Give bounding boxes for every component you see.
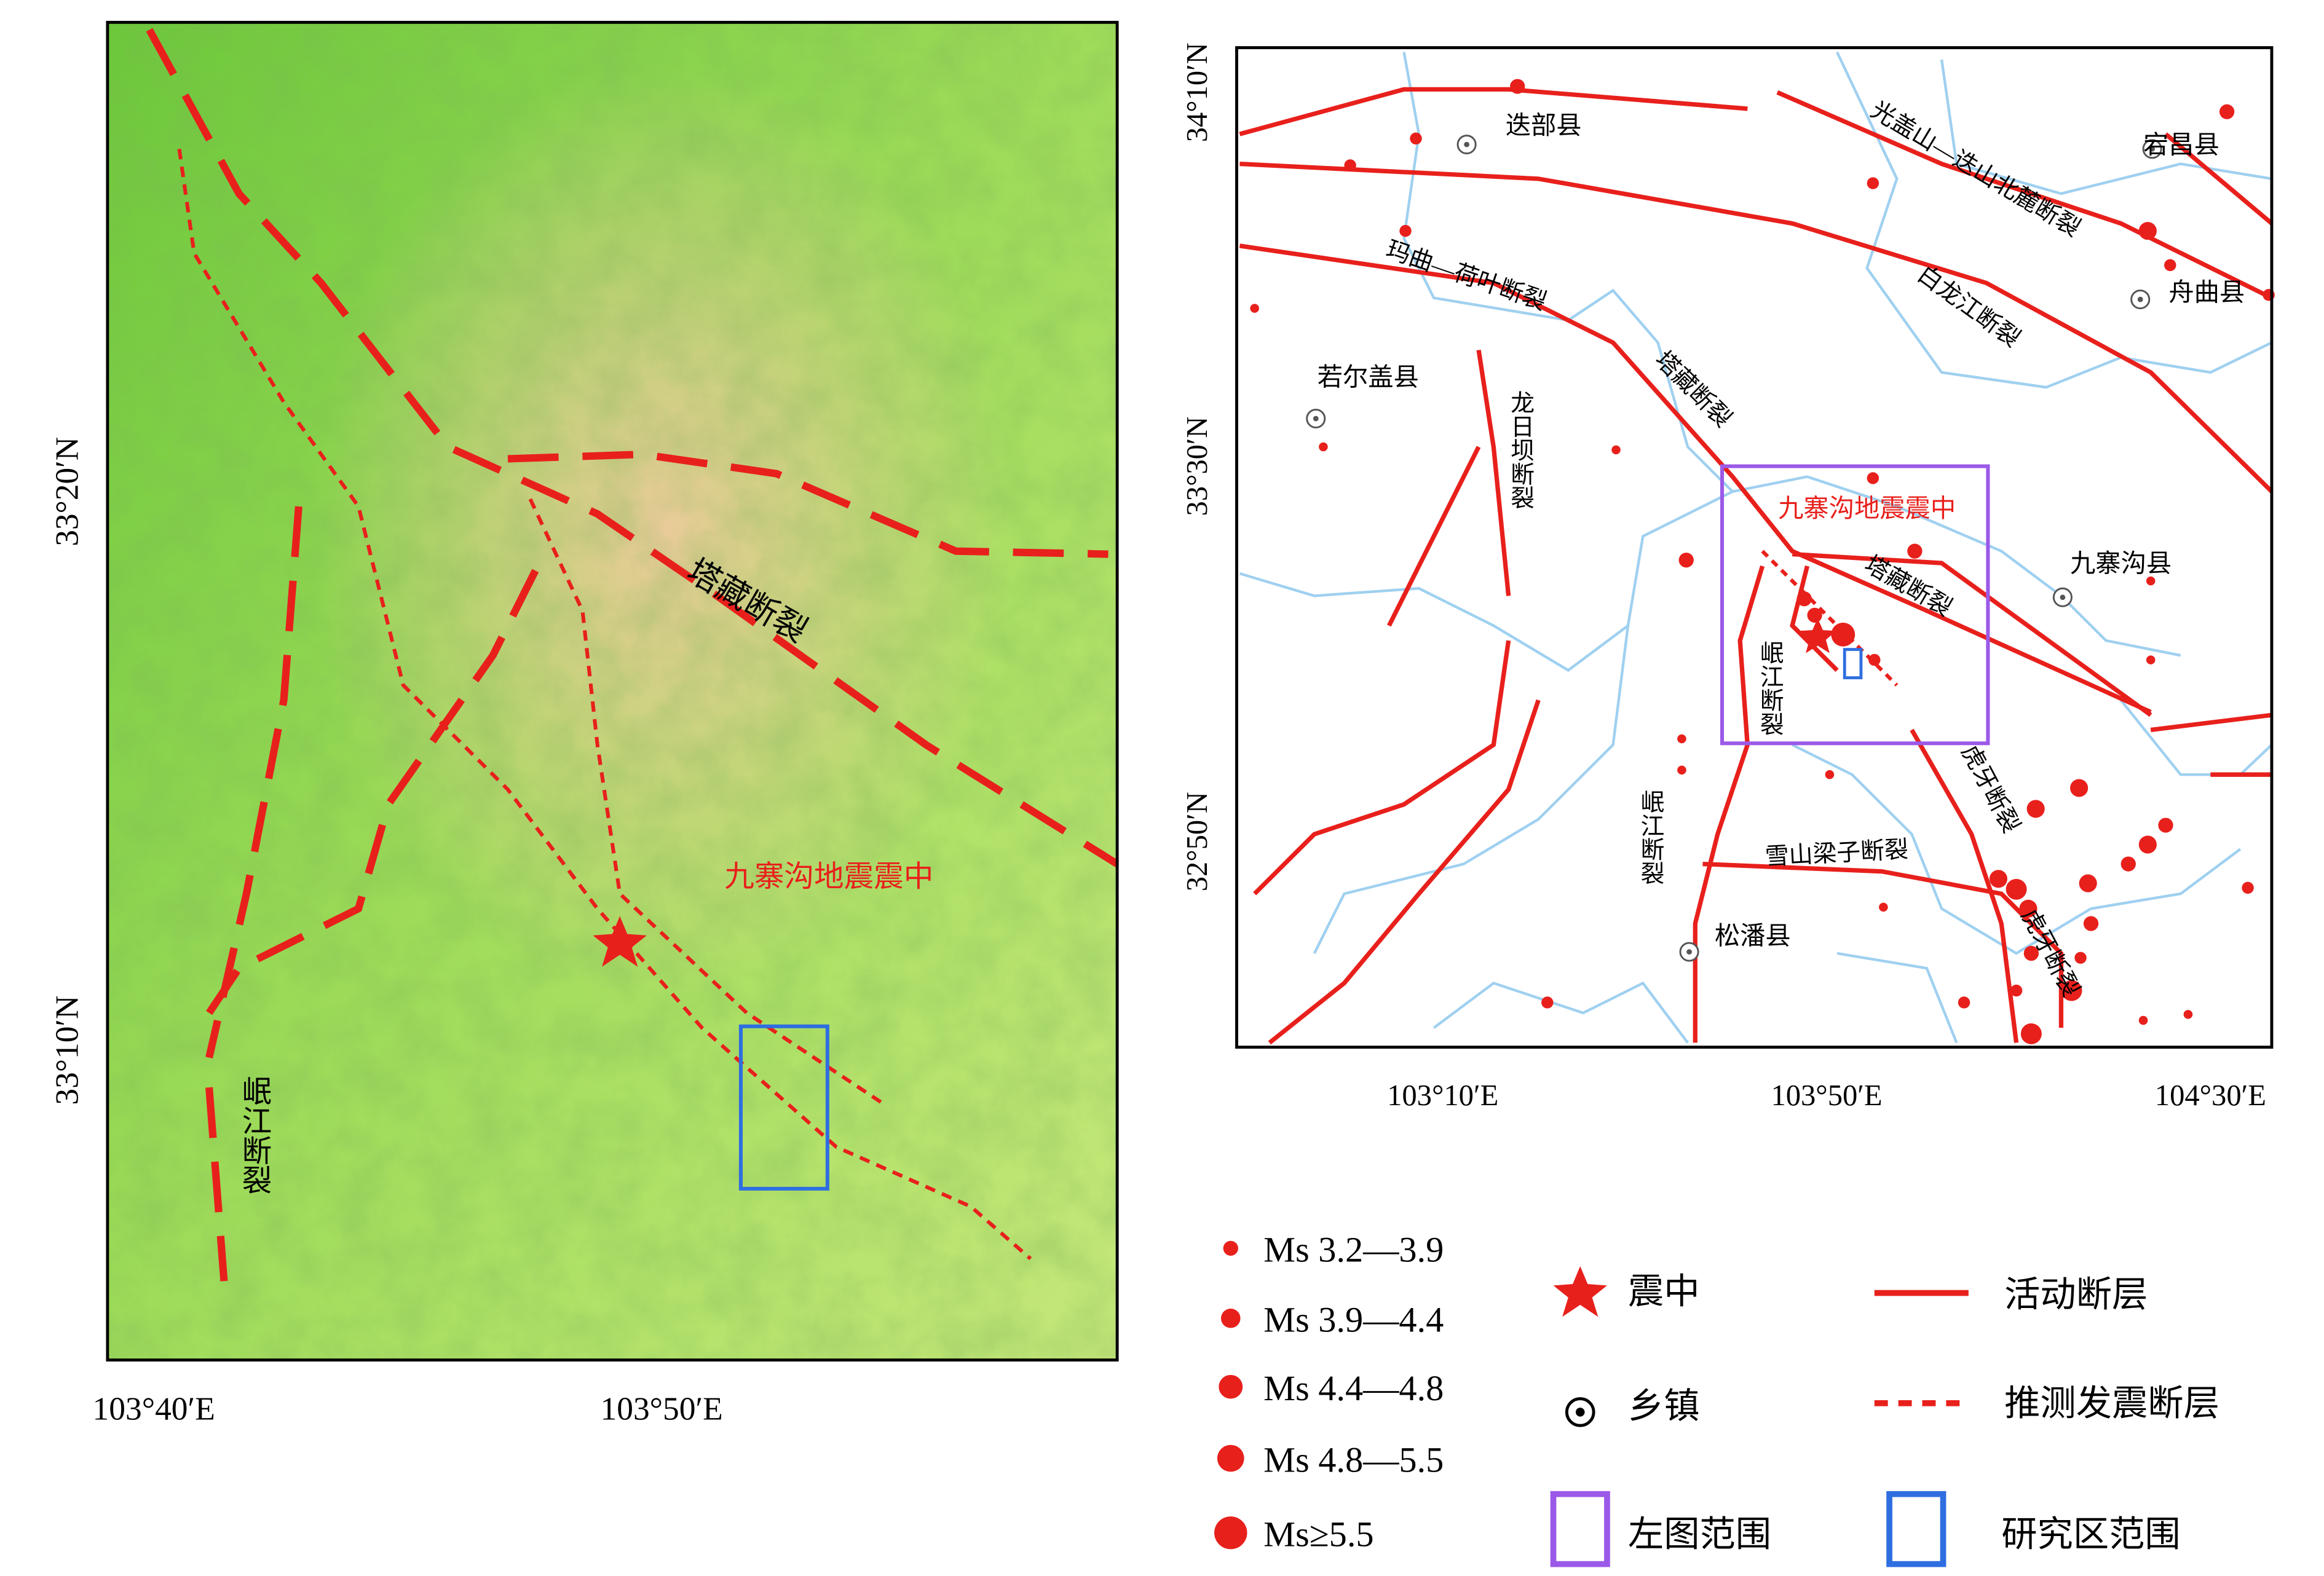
place-label: 宕昌县 bbox=[2143, 131, 2219, 159]
left-map: 塔藏断裂 九寨沟地震震中 岷江断裂 33°20′N 33°10′N 103°40… bbox=[48, 20, 1120, 1427]
legend-study-area bbox=[1886, 1491, 1947, 1567]
legend-star bbox=[1553, 1266, 1607, 1317]
left-extent bbox=[1720, 464, 1990, 746]
legend-label: Ms 3.9—4.4 bbox=[1263, 1300, 1444, 1340]
epicenter-star bbox=[1799, 618, 1836, 653]
rivers bbox=[1239, 51, 2273, 1044]
magnitude-symbols bbox=[1214, 1240, 1247, 1550]
fault-label: 岷江断裂 bbox=[1637, 789, 1664, 885]
active-faults bbox=[1239, 87, 2274, 1045]
study-area bbox=[1843, 648, 1863, 680]
legend-label: Ms≥5.5 bbox=[1263, 1515, 1373, 1554]
lon-label: 103°50′E bbox=[601, 1390, 723, 1427]
map-bg bbox=[1236, 47, 2272, 1047]
legend-label: 乡镇 bbox=[1628, 1386, 1700, 1426]
epicenter-label: 九寨沟地震震中 bbox=[724, 859, 933, 894]
faults bbox=[146, 28, 1120, 1282]
epicenter-label: 九寨沟地震震中 bbox=[1778, 494, 1956, 523]
hillshade bbox=[107, 22, 1118, 1360]
legend-label: 活动断层 bbox=[2004, 1274, 2148, 1314]
inferred-fault bbox=[1761, 550, 1899, 687]
town-dots bbox=[1313, 141, 2156, 955]
lon-label: 103°10′E bbox=[1387, 1079, 1498, 1112]
lon-label: 104°30′E bbox=[2155, 1079, 2266, 1112]
place-labels: 迭部县 宕昌县 舟曲县 若尔盖县 九寨沟县 松潘县 bbox=[1318, 111, 2245, 950]
right-map: 迭部县 宕昌县 舟曲县 若尔盖县 九寨沟县 松潘县 光盖山—迭山北麓断裂 玛曲—… bbox=[1181, 42, 2275, 1112]
lat-label: 34°10′N bbox=[1181, 42, 1214, 142]
legend-label: 研究区范围 bbox=[2001, 1515, 2180, 1554]
legend-left-extent bbox=[1550, 1491, 1610, 1567]
place-label: 松潘县 bbox=[1715, 922, 1791, 950]
study-area bbox=[738, 1024, 829, 1191]
place-label: 九寨沟县 bbox=[2070, 550, 2172, 578]
place-label: 舟曲县 bbox=[2168, 278, 2245, 307]
legend-item-labels: 震中 乡镇 左图范围 活动断层 推测发震断层 研究区范围 bbox=[1628, 1272, 2219, 1554]
frame bbox=[106, 20, 1119, 1362]
lat-label: 33°30′N bbox=[1181, 417, 1214, 516]
legend-town-dot bbox=[1575, 1408, 1585, 1417]
legend-label: 左图范围 bbox=[1628, 1515, 1771, 1554]
magnitude-labels: Ms 3.2—3.9 Ms 3.9—4.4 Ms 4.4—4.8 Ms 4.8—… bbox=[1263, 1230, 1444, 1554]
lon-label: 103°40′E bbox=[93, 1390, 215, 1427]
legend-label: 震中 bbox=[1628, 1272, 1700, 1312]
place-label: 迭部县 bbox=[1506, 111, 1582, 140]
lon-label: 103°50′E bbox=[1771, 1079, 1882, 1112]
legend-label: Ms 4.8—5.5 bbox=[1263, 1440, 1444, 1479]
fault-label: 龙日坝断裂 bbox=[1508, 390, 1534, 510]
lat-label: 33°10′N bbox=[48, 995, 85, 1105]
legend-label: Ms 4.4—4.8 bbox=[1263, 1368, 1444, 1408]
fault-label: 岷江断裂 bbox=[237, 1076, 271, 1195]
earthquakes bbox=[1250, 79, 2275, 1044]
legend-label: 推测发震断层 bbox=[2004, 1383, 2219, 1423]
legend: Ms 3.2—3.9 Ms 3.9—4.4 Ms 4.4—4.8 Ms 4.8—… bbox=[1214, 1230, 2219, 1567]
frame bbox=[1235, 46, 2274, 1049]
lat-label: 32°50′N bbox=[1181, 792, 1214, 891]
legend-label: Ms 3.2—3.9 bbox=[1263, 1230, 1444, 1270]
place-label: 若尔盖县 bbox=[1318, 363, 1419, 392]
fault-label: 岷江断裂 bbox=[1757, 640, 1783, 736]
lat-label: 33°20′N bbox=[48, 437, 85, 546]
epicenter-star bbox=[593, 916, 647, 967]
